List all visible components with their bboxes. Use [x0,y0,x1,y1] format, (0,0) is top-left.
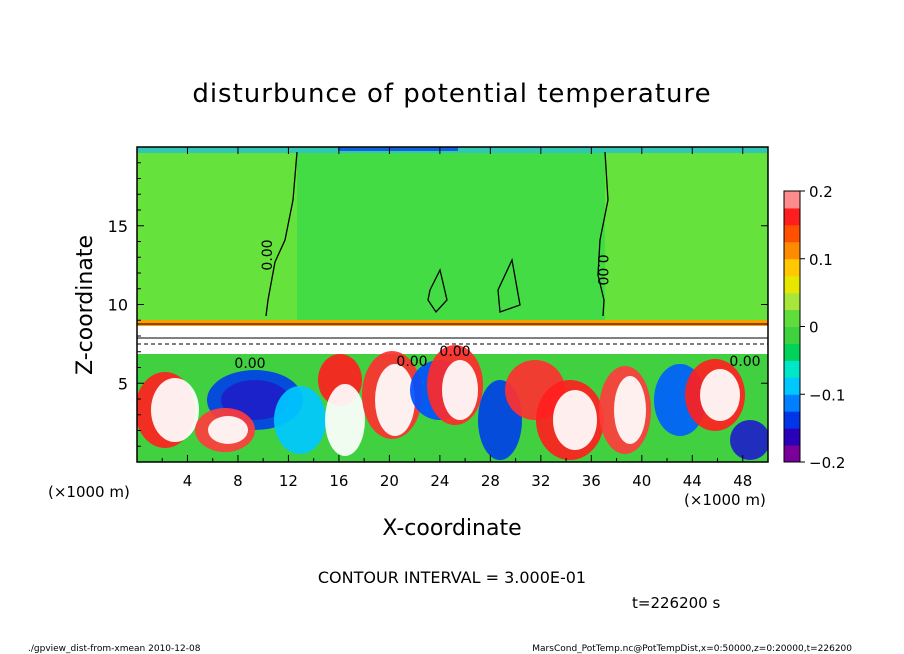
contour-interval: CONTOUR INTERVAL = 3.000E-01 [318,568,586,587]
colorbar-swatch [784,445,800,463]
x-tick-label: 28 [481,472,500,490]
contour-label-group: 0.00 0.00 0.00 0.00 0.00 0.00 [234,239,760,372]
colorbar-swatch [784,394,800,412]
x-tick-label: 40 [632,472,651,490]
x-tick-label: 48 [733,472,752,490]
contour-label: 0.00 [439,344,470,360]
x-tick-label: 20 [380,472,399,490]
colorbar-swatch [784,258,800,277]
field-cell [208,416,248,444]
contour-label: 0.00 [396,354,427,370]
x-unit-left: (×1000 m) [48,483,130,501]
colorbar-tick-label: 0.2 [809,183,833,201]
colorbar-swatch [784,241,800,260]
interface-band [137,320,768,326]
x-tick-label: 16 [329,472,348,490]
colorbar-swatch [784,292,800,311]
x-tick-label: 8 [233,472,243,490]
x-tick-label: 24 [430,472,449,490]
colorbar-swatch [784,191,800,209]
convective-cells [137,345,768,460]
contour-label: 0.00 [729,354,760,370]
y-tick-label: 5 [118,374,128,393]
x-tick-label: 36 [582,472,601,490]
field-cell [325,384,365,456]
x-tick-label: 4 [183,472,193,490]
chart-title: disturbunce of potential temperature [192,79,711,109]
colorbar-tick-label: 0 [809,319,819,337]
y-axis-label: Z-coordinate [73,235,98,375]
x-tick-label: 32 [531,472,550,490]
x-axis-label: X-coordinate [382,516,521,541]
x-unit-right: (×1000 m) [684,491,766,509]
colorbar-swatch [784,343,800,361]
y-tick-label: 15 [108,217,128,236]
field-cell [553,390,597,450]
contour-label: 0.00 [260,239,276,270]
x-tick-label: 44 [683,472,702,490]
colorbar-swatch [784,326,800,344]
colorbar-tick-label: −0.2 [809,454,845,472]
top-band-blue [338,147,458,151]
field-cell [221,380,289,420]
footer-left: ./gpview_dist-from-xmean 2010-12-08 [28,644,201,654]
field-cell [375,364,415,436]
x-axis: 4 8 12 16 20 24 28 32 36 40 44 48 [161,147,752,490]
colorbar-swatch [784,207,800,226]
y-axis: 5 10 15 [108,162,768,447]
colorbar-swatch [784,428,800,446]
field-cell [151,378,199,442]
y-tick-label: 10 [108,296,128,315]
colorbar-swatch [784,377,800,395]
contour-label: 0.00 [234,356,265,372]
x-tick-label: 12 [279,472,298,490]
colorbar-swatch [784,360,800,378]
contour-lines [137,151,768,345]
field-cell [700,369,740,421]
colorbar-swatch [784,411,800,429]
colorbar-tick-label: −0.1 [809,386,845,404]
field-cell [730,420,768,460]
colorbar-swatch [784,309,800,327]
colorbar-swatch [784,275,800,294]
field-cell [614,376,646,444]
footer-right: MarsCond_PotTemp.nc@PotTempDist,x=0:5000… [532,644,852,654]
contour-label: 0.00 [594,254,610,285]
colorbar: 0.2 0.1 0 −0.1 −0.2 [783,183,845,472]
upper-field-light-right [605,150,768,325]
upper-field-light-left [137,150,297,325]
colorbar-swatch [784,224,800,243]
plot-area: 0.00 0.00 0.00 0.00 0.00 0.00 [136,146,769,463]
field-cell [442,360,478,420]
time-label: t=226200 s [632,594,720,612]
colorbar-tick-label: 0.1 [809,251,833,269]
field-cell [274,386,326,454]
